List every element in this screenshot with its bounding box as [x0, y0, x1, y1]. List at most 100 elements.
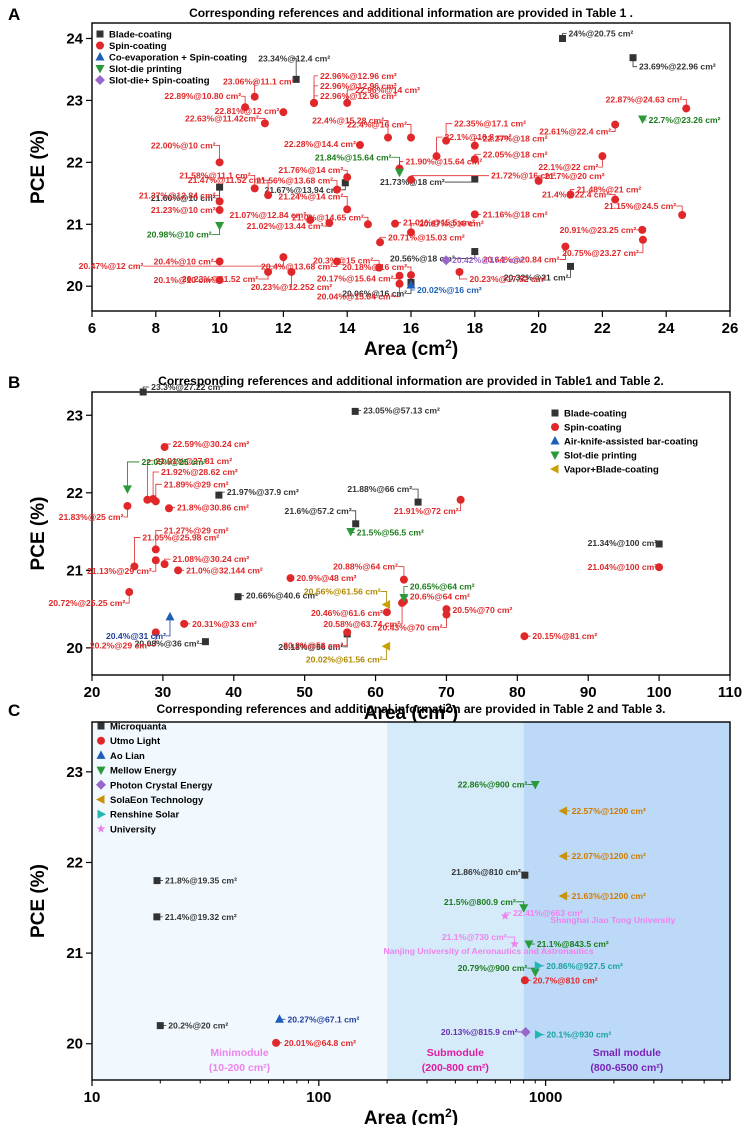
data-point-blade — [471, 248, 479, 256]
legend-marker-slotspin — [95, 75, 105, 85]
data-point-university — [510, 939, 519, 948]
data-point-blade — [201, 638, 209, 646]
data-label: 21.5%@56.5 cm² — [357, 528, 424, 538]
leader-line — [442, 614, 447, 628]
data-point-spin — [279, 253, 288, 262]
data-label: 21.84%@15.64 cm² — [315, 152, 392, 162]
data-point-slot — [122, 485, 132, 494]
annotation: Nanjing University of Aeronautics and As… — [384, 946, 594, 956]
data-point-spin — [395, 271, 404, 280]
data-point-spin — [151, 556, 160, 565]
data-point-blade — [139, 388, 147, 396]
data-point-renshine — [534, 961, 544, 971]
data-point-spin — [215, 206, 224, 215]
leader-line — [559, 246, 566, 260]
data-label: 20.72%@25.25 cm² — [49, 598, 126, 608]
leader-line — [155, 529, 162, 550]
legend-marker-utmo — [97, 736, 105, 745]
data-point-spin — [382, 608, 391, 617]
y-tick-label: 20 — [66, 278, 83, 295]
data-point-slot — [215, 222, 225, 231]
legend-marker-microquanta — [97, 722, 105, 730]
data-label: 20.4%@13.68 cm² — [261, 261, 333, 271]
data-point-solaeon — [558, 891, 568, 901]
data-label: 21.63%@1200 cm² — [572, 891, 646, 901]
data-point-spin — [286, 574, 295, 583]
data-point-slot — [346, 528, 356, 537]
data-point-spin — [442, 610, 451, 619]
data-point-spin — [260, 119, 269, 128]
data-label: 20.01%@64.8 cm² — [284, 1038, 356, 1048]
data-label: 21.0%@32.144 cm² — [186, 565, 263, 575]
data-point-spin — [250, 184, 259, 193]
y-tick-label: 23 — [66, 764, 83, 781]
data-point-microquanta — [521, 871, 529, 879]
data-point-spin — [355, 141, 364, 150]
x-tick-label: 20 — [84, 684, 101, 701]
data-point-spin — [638, 225, 647, 234]
data-point-spin — [678, 211, 687, 219]
annotation: Shanghai Jiao Tong University — [550, 915, 675, 925]
data-point-spin — [279, 108, 288, 117]
legend-label-microquanta: Microquanta — [110, 722, 167, 733]
legend-marker-university — [96, 824, 106, 833]
data-point-spin — [151, 497, 160, 506]
region-0 — [92, 722, 388, 1080]
data-label: 20.88%@64 cm² — [333, 562, 398, 572]
y-axis-label: PCE (%) — [28, 130, 49, 204]
data-point-spin — [520, 632, 529, 641]
x-tick-label: 70 — [438, 684, 455, 701]
data-label: 20.32%@21 cm² — [504, 272, 569, 282]
data-label: 21.8%@30.86 cm² — [177, 502, 249, 512]
data-point-spin — [215, 197, 224, 206]
leader-line — [343, 632, 348, 646]
y-tick-label: 20 — [66, 640, 83, 657]
data-point-spin — [363, 220, 372, 229]
data-label: 21.58%@11.1 cm² — [179, 170, 251, 180]
y-tick-label: 22 — [66, 154, 83, 171]
leader-line — [400, 602, 403, 625]
x-tick-label: 24 — [658, 320, 675, 337]
data-label: 23.06%@11.1 cm² — [223, 77, 295, 87]
data-label: 20.9%@48 cm² — [296, 573, 356, 583]
data-label: 21.56%@13.68 cm² — [256, 176, 333, 186]
x-tick-label: 30 — [155, 684, 172, 701]
leader-line — [146, 460, 154, 500]
data-label: 20.75%@23.27 cm² — [562, 248, 639, 258]
legend-marker-airknife — [550, 436, 560, 445]
panel-letter: A — [8, 5, 20, 24]
data-point-spin — [456, 495, 465, 504]
data-point-mellow — [530, 781, 540, 790]
data-point-spin — [332, 257, 341, 266]
data-label: 22.35%@17.1 cm² — [454, 119, 526, 129]
data-point-spin — [376, 238, 385, 247]
leader-line — [165, 616, 171, 637]
data-label: 21.91%@27.81 cm² — [155, 456, 232, 466]
data-label: 20.87%@16 cm² — [419, 218, 484, 228]
data-label: 20.56%@18 cm² — [390, 254, 455, 264]
legend-marker-aolian — [96, 750, 106, 759]
leader-line — [407, 124, 412, 138]
y-tick-label: 23 — [66, 407, 83, 424]
legend-label-spin: Spin-coating — [564, 423, 622, 434]
data-label: 20.3%@15 cm² — [313, 256, 373, 266]
data-label: 22.89%@10.80 cm² — [164, 91, 241, 101]
data-label: 21.08%@30.24 cm² — [173, 554, 250, 564]
data-point-blade — [215, 491, 223, 499]
panel-letter: C — [8, 701, 20, 720]
panel-b: B Corresponding references and additional… — [8, 373, 742, 724]
data-point-spin — [384, 133, 393, 142]
data-label: 21.72%@16 cm² — [491, 171, 556, 181]
leader-line — [254, 81, 257, 97]
data-point-spin — [215, 158, 224, 167]
plot-frame — [91, 391, 731, 676]
data-label: 21.05%@25.98 cm² — [142, 532, 219, 542]
data-label: 21.97%@37.9 cm² — [227, 487, 299, 497]
data-label: 23.69%@22.96 cm² — [639, 62, 716, 72]
x-tick-label: 16 — [403, 320, 420, 337]
chart-title: Corresponding references and additional … — [158, 374, 664, 388]
data-label: 22.96%@14 cm² — [355, 85, 420, 95]
data-label: 22.87%@24.63 cm² — [606, 94, 683, 104]
data-point-solaeon — [558, 806, 568, 816]
